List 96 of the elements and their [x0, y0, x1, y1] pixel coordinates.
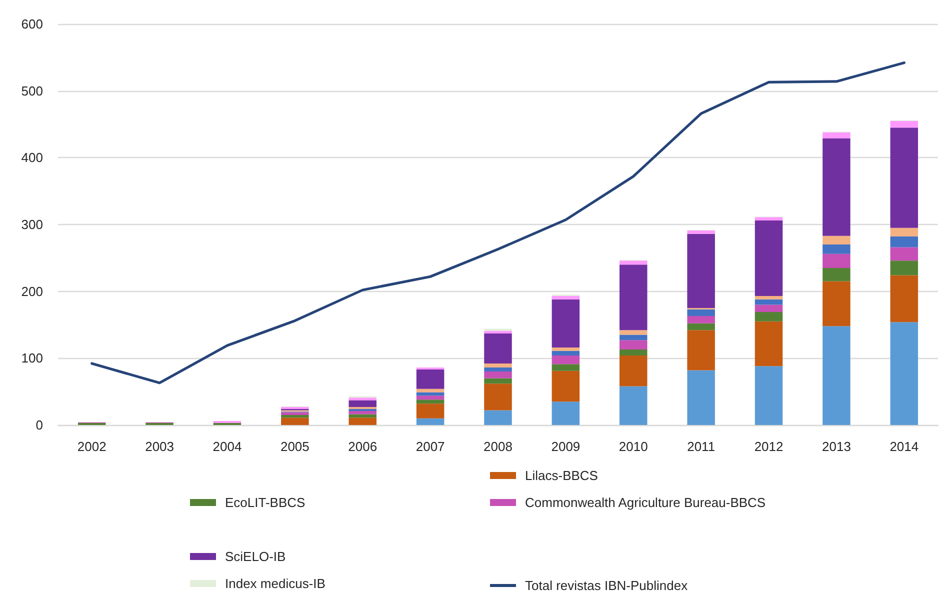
x-tick-label: 2007 [416, 439, 445, 454]
bar [348, 410, 376, 414]
bar [890, 247, 918, 261]
bar [754, 321, 783, 366]
bar [416, 370, 444, 389]
bar [620, 355, 648, 386]
x-tick-label: 2012 [754, 439, 784, 454]
y-tick-label: 500 [21, 83, 43, 98]
bar [754, 299, 783, 305]
bar [822, 326, 850, 425]
bar [890, 236, 918, 248]
x-tick-label: 2013 [822, 439, 851, 454]
bar [281, 414, 309, 418]
x-tick-label: 2014 [890, 439, 919, 454]
legend-label: EcoLIT-BBCS [225, 495, 306, 510]
bar [484, 330, 512, 334]
x-tick-label: 2005 [280, 439, 310, 454]
x-tick-label: 2010 [618, 439, 648, 454]
bar [822, 268, 850, 282]
x-tick-label: 2004 [212, 439, 242, 454]
bar [890, 228, 918, 237]
bar [484, 333, 512, 364]
bar [822, 244, 850, 254]
bar [552, 347, 580, 351]
bar [890, 275, 918, 322]
bar [484, 384, 512, 410]
bar [416, 388, 444, 392]
bar [416, 396, 444, 400]
bar [552, 299, 580, 348]
bar [484, 372, 512, 378]
y-tick-label: 0 [36, 418, 43, 432]
legend-label: Lilacs-BBCS [525, 468, 598, 483]
bar [620, 340, 648, 350]
bar [822, 138, 850, 236]
legend-label: Total revistas IBN-Publindex [525, 578, 688, 593]
bar [754, 312, 783, 322]
line-series [90, 61, 906, 384]
bar [348, 398, 376, 400]
bar [687, 230, 715, 234]
bar [687, 370, 715, 425]
bar [552, 402, 580, 425]
y-tick-label: 200 [21, 284, 43, 299]
bar [552, 370, 580, 402]
bar [822, 254, 850, 268]
bar [552, 296, 580, 300]
bar [754, 220, 783, 296]
x-tick-label: 2008 [484, 439, 512, 454]
bar [754, 366, 783, 425]
bar [281, 418, 309, 425]
bar [416, 400, 444, 404]
x-tick-label: 2006 [348, 439, 378, 454]
bar [484, 368, 512, 372]
bar [484, 410, 512, 425]
bar [620, 334, 648, 340]
y-tick-label: 100 [21, 350, 43, 366]
y-tick-label: 300 [21, 217, 43, 232]
bar [822, 281, 850, 326]
bar [687, 234, 715, 308]
x-tick-label: 2002 [77, 439, 106, 454]
bar [552, 364, 580, 371]
bar [416, 404, 444, 418]
bar [620, 264, 648, 330]
bar [620, 330, 648, 335]
bar [687, 309, 715, 316]
bar [348, 418, 376, 425]
x-tick-label: 2011 [687, 439, 716, 454]
legend-label: Index medicus-IB [225, 576, 326, 591]
legend-label: SciELO-IB [225, 549, 286, 564]
y-tick-label: 400 [21, 150, 43, 166]
x-tick-label: 2009 [551, 439, 580, 454]
bar [620, 386, 648, 425]
legend-label: Commonwealth Agriculture Bureau-BBCS [525, 495, 766, 510]
bar [687, 316, 715, 324]
bar [416, 418, 444, 425]
bar [754, 296, 783, 300]
bar [822, 132, 850, 138]
bar [890, 128, 918, 228]
bar [620, 260, 648, 265]
bar [484, 364, 512, 368]
bar [484, 378, 512, 384]
x-tick-label: 2003 [145, 439, 174, 454]
bar [552, 350, 580, 356]
bar [687, 330, 715, 370]
bar [348, 400, 376, 407]
bar [754, 304, 783, 312]
bar [687, 323, 715, 330]
bar [890, 260, 918, 276]
y-tick-label: 600 [21, 16, 43, 32]
bar [620, 349, 648, 356]
bar [890, 322, 918, 425]
bar [822, 236, 850, 245]
bar [281, 412, 309, 415]
bar [348, 414, 376, 418]
bar [890, 120, 918, 128]
bar [754, 217, 783, 220]
bar [552, 355, 580, 364]
